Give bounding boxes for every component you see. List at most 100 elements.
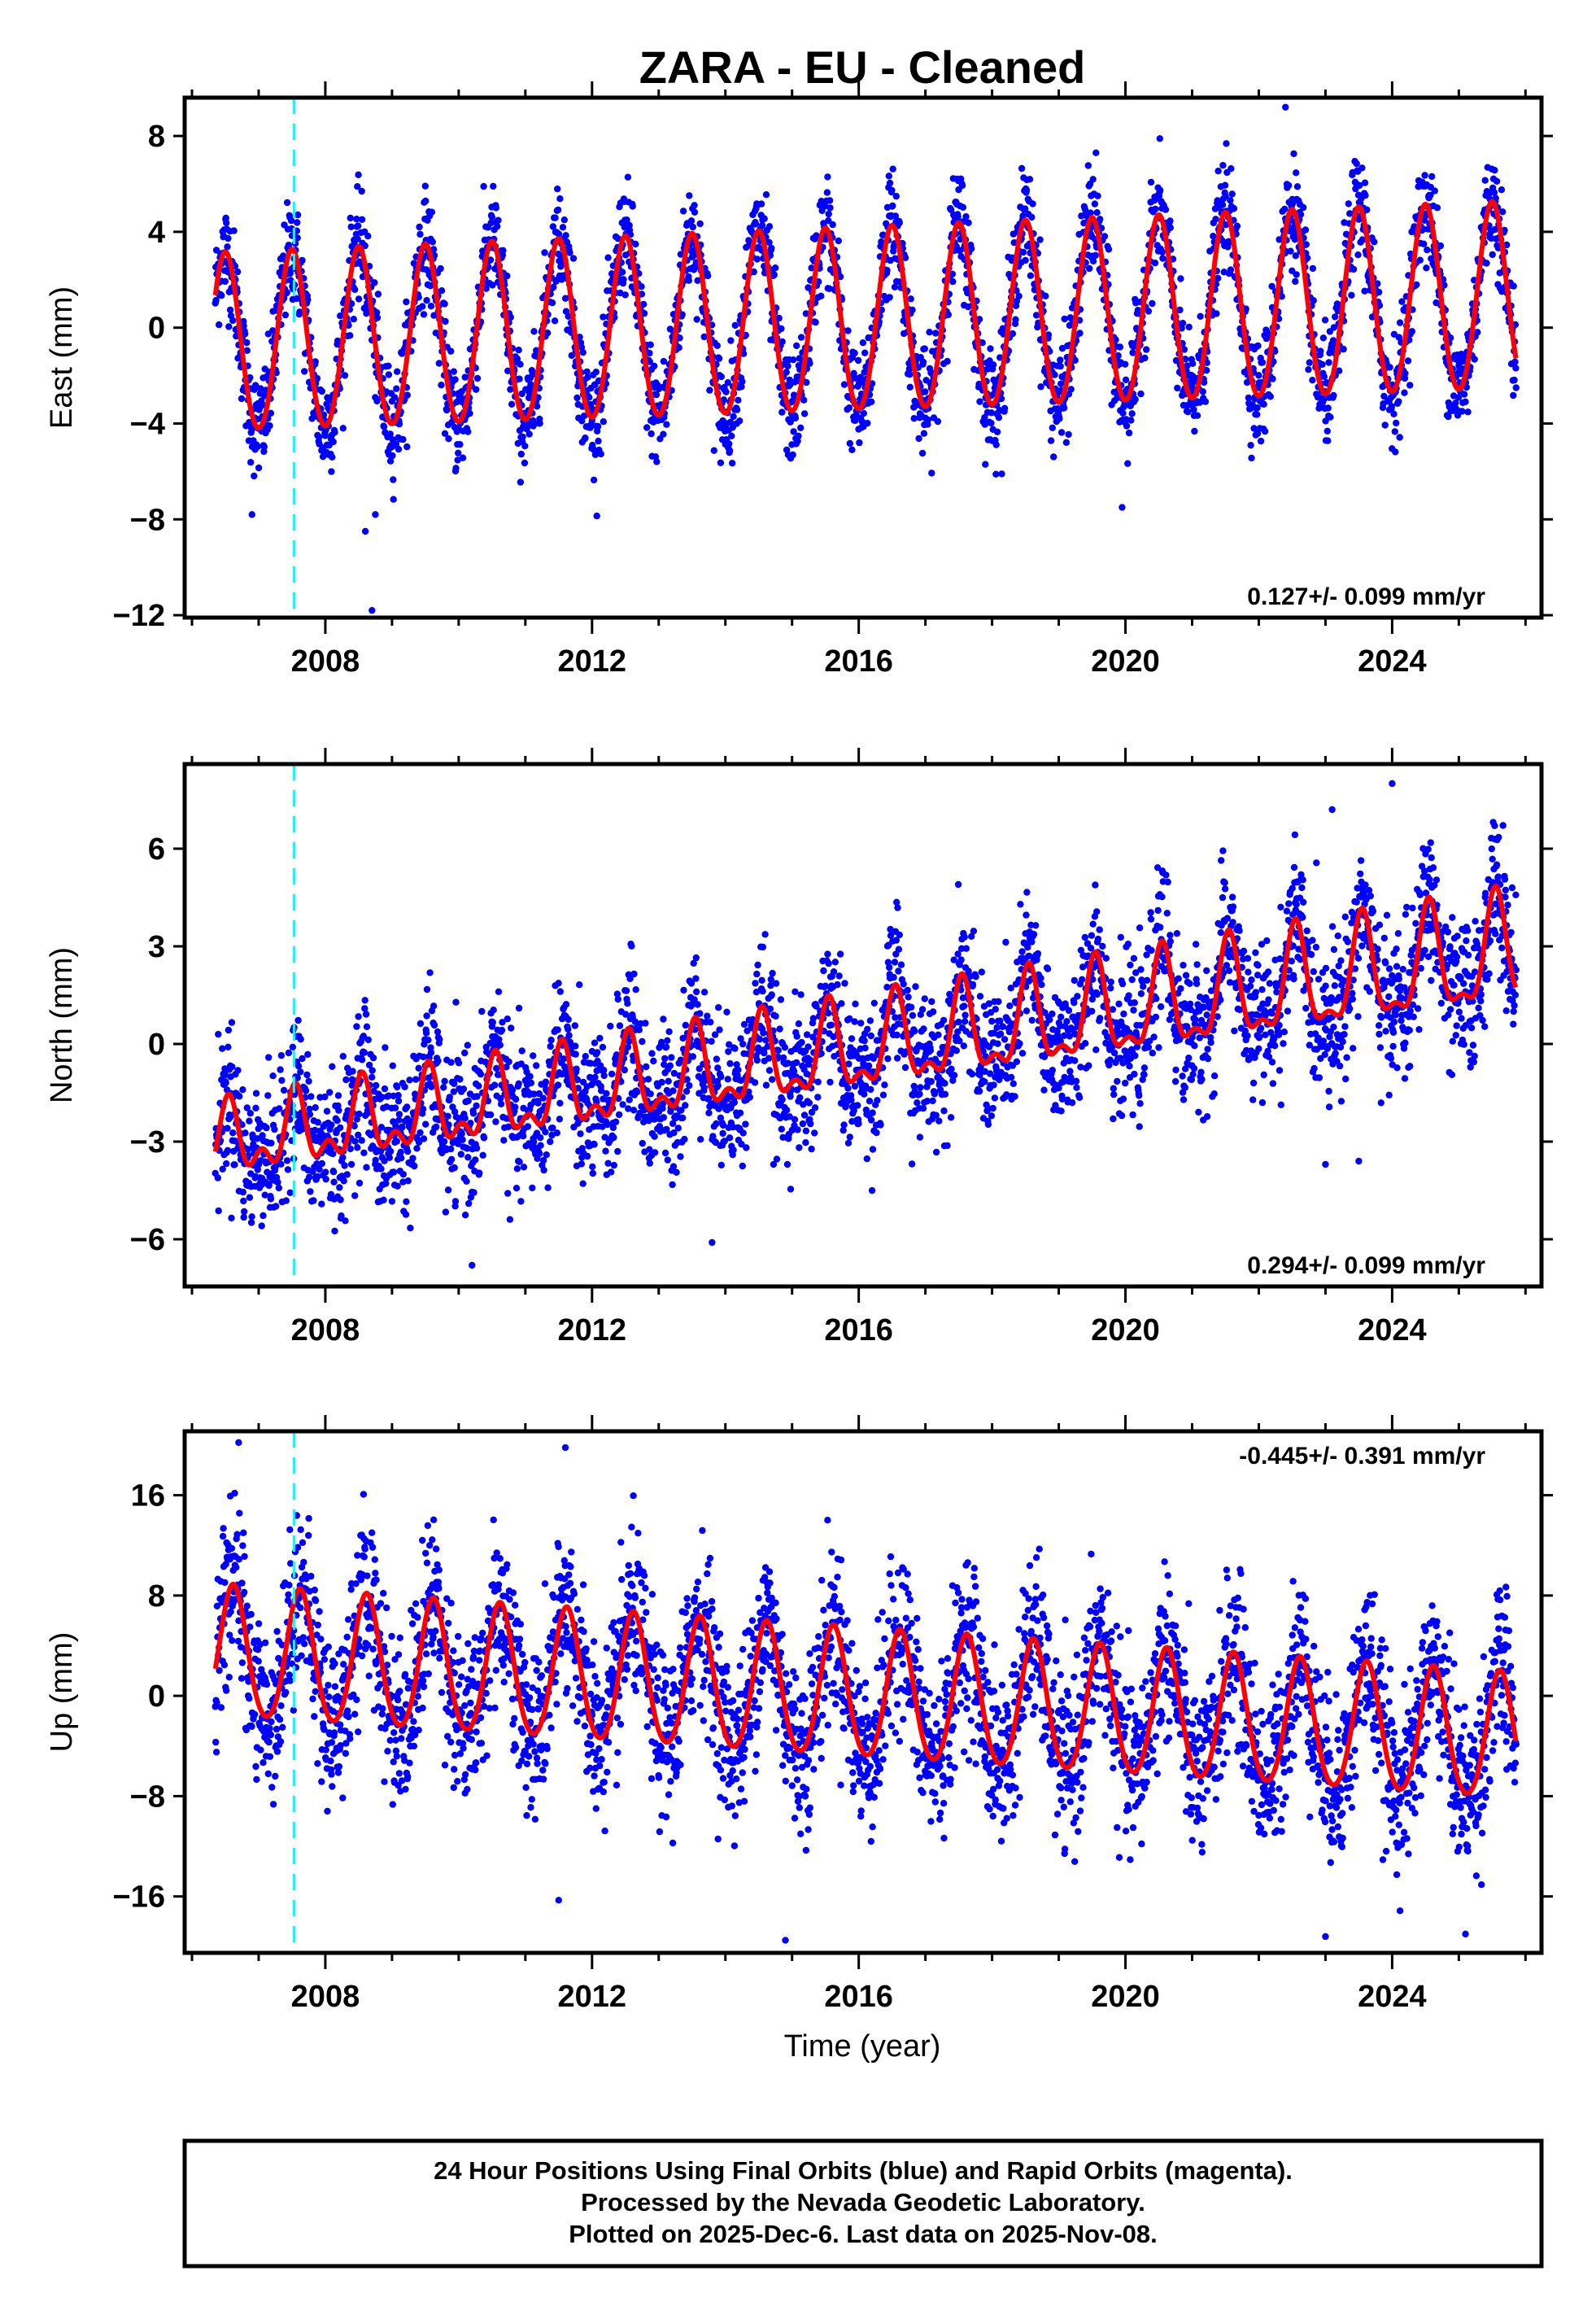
data-point xyxy=(1483,260,1490,267)
data-point xyxy=(310,1197,317,1204)
data-point xyxy=(222,1079,229,1086)
data-point xyxy=(412,1076,420,1083)
data-point xyxy=(646,349,653,357)
data-point xyxy=(783,369,790,376)
data-point xyxy=(1230,205,1238,212)
data-point xyxy=(341,372,349,379)
data-point xyxy=(461,1212,469,1219)
data-point-outlier xyxy=(1282,103,1289,111)
data-point xyxy=(240,322,247,330)
data-point xyxy=(1242,305,1249,312)
data-point xyxy=(430,1021,438,1029)
data-point xyxy=(329,438,337,446)
data-point xyxy=(447,1155,456,1164)
data-point xyxy=(1390,410,1398,417)
data-point xyxy=(241,1208,248,1216)
data-point xyxy=(1219,201,1227,208)
data-point xyxy=(226,306,234,314)
data-point xyxy=(530,1052,537,1059)
data-point xyxy=(297,1036,304,1043)
data-point xyxy=(422,1120,430,1128)
data-point xyxy=(404,1147,412,1155)
data-point xyxy=(246,373,254,382)
data-point xyxy=(1345,200,1353,207)
data-point xyxy=(1015,292,1023,300)
data-point xyxy=(494,223,501,230)
data-point xyxy=(1220,269,1228,276)
data-point xyxy=(487,219,495,227)
data-point xyxy=(337,1124,344,1132)
data-point xyxy=(765,238,773,247)
data-point xyxy=(693,988,700,996)
data-point xyxy=(385,362,392,369)
data-point xyxy=(724,379,731,387)
y-tick-label: −4 xyxy=(130,407,165,441)
data-point xyxy=(1158,248,1166,255)
data-point xyxy=(965,219,972,226)
data-point xyxy=(229,1063,236,1071)
data-point xyxy=(686,1081,693,1090)
data-point xyxy=(793,342,800,350)
data-point xyxy=(647,1090,654,1098)
data-point xyxy=(835,237,843,245)
data-point xyxy=(446,1094,453,1101)
data-point xyxy=(248,1213,255,1221)
data-point xyxy=(594,422,602,430)
data-point xyxy=(735,396,742,404)
data-point xyxy=(850,369,857,377)
data-point xyxy=(390,496,397,503)
data-point xyxy=(521,443,529,450)
data-point xyxy=(533,403,541,410)
data-point xyxy=(1200,378,1208,387)
y-tick-label: −8 xyxy=(130,503,165,537)
data-point xyxy=(223,1160,230,1168)
data-point xyxy=(240,1197,247,1205)
data-point xyxy=(342,1217,349,1225)
data-point xyxy=(355,171,362,178)
data-point xyxy=(888,186,896,194)
data-point xyxy=(591,1073,599,1081)
data-point xyxy=(982,461,989,468)
data-point xyxy=(829,221,836,229)
data-point xyxy=(614,995,621,1003)
data-point xyxy=(886,294,893,301)
data-point xyxy=(861,349,869,356)
data-point-outlier xyxy=(368,606,376,614)
data-point xyxy=(1132,395,1139,403)
y-tick-label: −12 xyxy=(113,599,165,633)
data-point xyxy=(778,408,786,416)
data-point xyxy=(1248,454,1255,462)
data-point xyxy=(1250,425,1258,432)
data-point xyxy=(386,1154,393,1161)
data-point xyxy=(457,1151,464,1158)
data-point xyxy=(307,1093,315,1100)
data-point xyxy=(440,1084,447,1091)
data-point xyxy=(1254,430,1262,437)
data-point xyxy=(988,419,995,427)
x-tick-label: 2020 xyxy=(1091,644,1160,679)
data-point xyxy=(647,341,654,348)
data-point xyxy=(1199,388,1207,395)
data-point xyxy=(642,1020,649,1027)
data-point xyxy=(331,429,338,436)
data-point xyxy=(848,446,856,453)
data-point xyxy=(988,409,996,417)
data-point xyxy=(1371,238,1378,246)
data-point xyxy=(578,343,586,351)
data-point xyxy=(454,456,461,464)
data-point xyxy=(337,1196,344,1203)
data-point xyxy=(1061,315,1068,323)
data-point xyxy=(704,272,712,280)
data-point xyxy=(1375,288,1383,296)
data-point xyxy=(490,1007,497,1014)
y-tick-label: 0 xyxy=(148,312,165,346)
data-point xyxy=(486,256,495,264)
data-point xyxy=(463,1177,470,1186)
data-point-outlier xyxy=(1119,504,1126,511)
data-point xyxy=(590,476,598,484)
data-point xyxy=(321,432,329,439)
data-point xyxy=(416,230,424,238)
data-point xyxy=(1293,271,1300,278)
data-point xyxy=(694,1001,701,1008)
